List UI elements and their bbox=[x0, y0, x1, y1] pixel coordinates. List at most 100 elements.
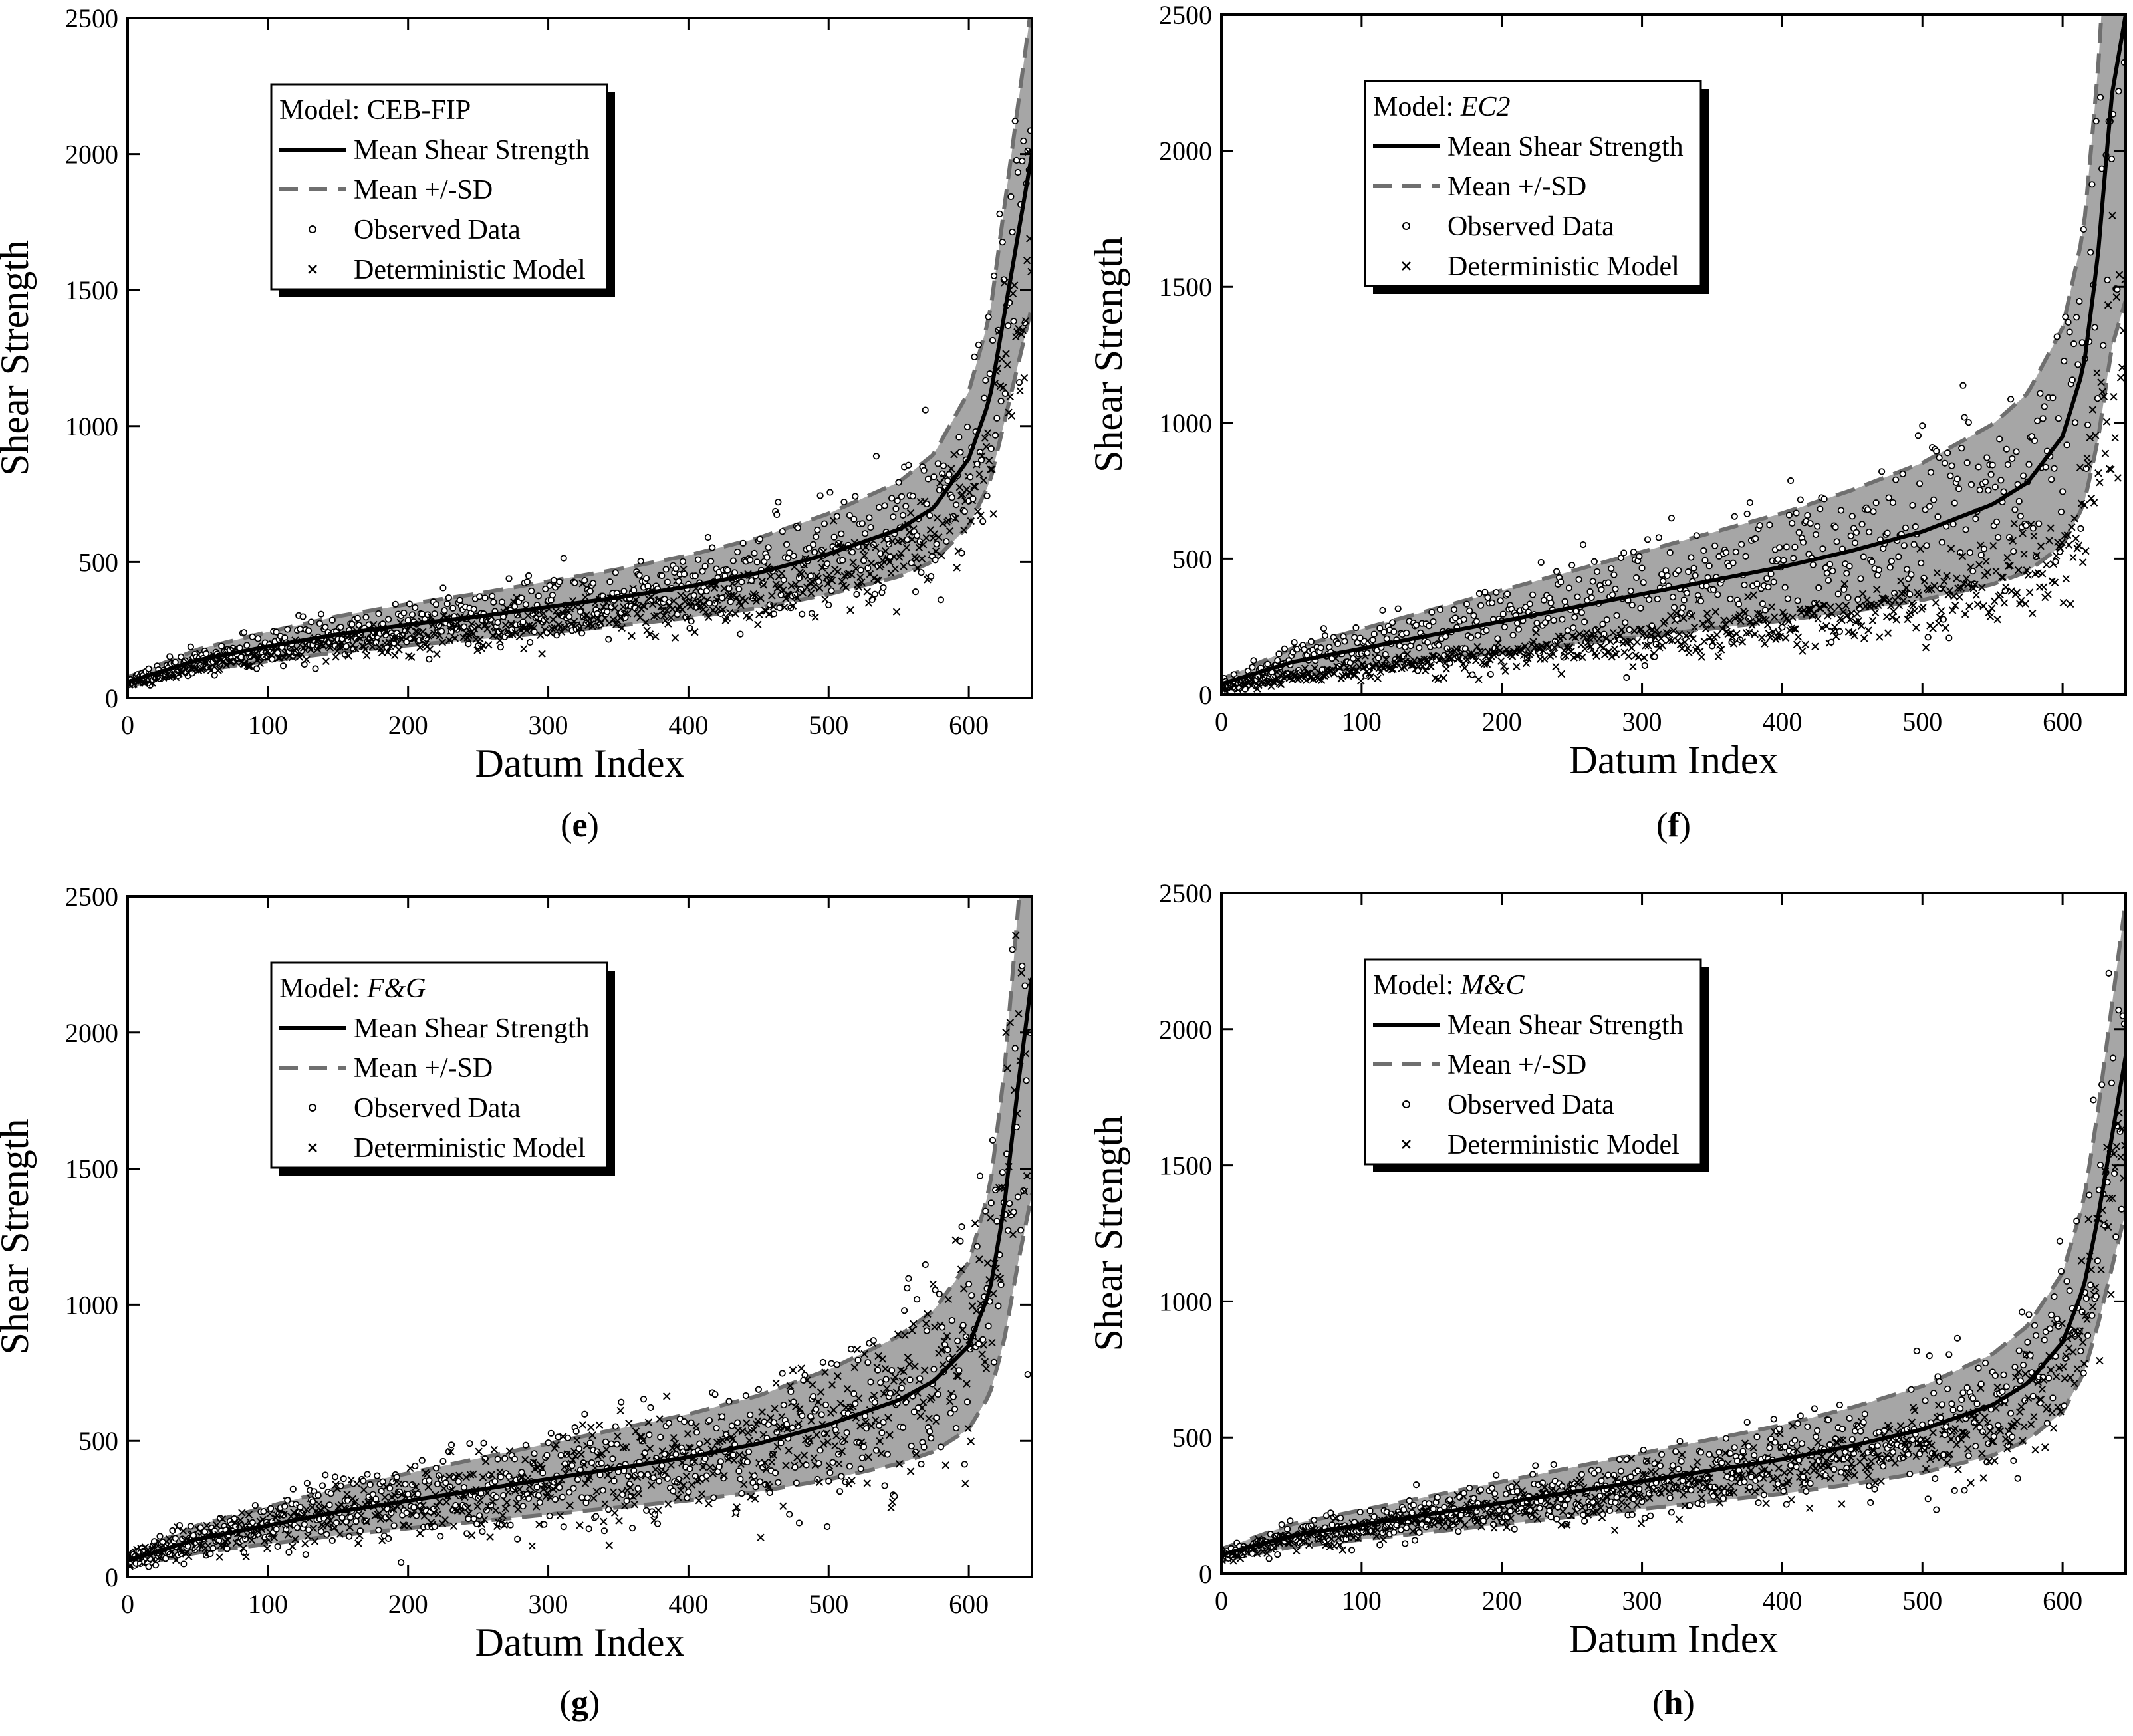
model-point bbox=[1017, 330, 1025, 338]
observed-point bbox=[996, 210, 1003, 217]
observed-point bbox=[990, 1358, 998, 1366]
model-point bbox=[911, 1362, 919, 1370]
model-point bbox=[785, 1446, 793, 1455]
observed-point bbox=[1670, 604, 1678, 611]
model-point bbox=[836, 1400, 844, 1408]
observed-point bbox=[1963, 459, 1971, 467]
observed-point bbox=[1554, 1503, 1562, 1511]
observed-point bbox=[178, 653, 185, 660]
observed-point bbox=[1017, 1227, 1025, 1234]
observed-point bbox=[519, 618, 527, 626]
model-point bbox=[280, 1510, 288, 1519]
model-point bbox=[485, 640, 493, 649]
observed-point bbox=[1557, 578, 1565, 586]
model-point bbox=[405, 1522, 413, 1531]
model-point bbox=[743, 1419, 751, 1427]
x-tick-label: 100 bbox=[1342, 707, 1382, 737]
observed-point bbox=[1623, 674, 1630, 682]
observed-point bbox=[1797, 1412, 1804, 1420]
model-point bbox=[501, 1505, 509, 1513]
observed-point bbox=[2023, 522, 2030, 529]
model-point bbox=[1616, 632, 1624, 640]
observed-point bbox=[1612, 585, 1619, 593]
model-point bbox=[461, 1493, 469, 1501]
legend-observed-swatch bbox=[1402, 222, 1410, 230]
observed-point bbox=[1609, 591, 1616, 598]
model-point bbox=[688, 1481, 696, 1489]
observed-point bbox=[816, 492, 824, 499]
model-point bbox=[1646, 1494, 1654, 1503]
model-point bbox=[922, 534, 930, 542]
observed-point bbox=[979, 1336, 987, 1343]
observed-point bbox=[533, 1483, 541, 1491]
observed-point bbox=[780, 576, 787, 584]
model-point bbox=[939, 519, 947, 528]
observed-point bbox=[734, 1419, 741, 1426]
model-point bbox=[1668, 1467, 1676, 1475]
observed-point bbox=[1402, 1540, 1409, 1547]
model-point bbox=[900, 1367, 908, 1376]
observed-point bbox=[1824, 576, 1832, 584]
model-point bbox=[1015, 324, 1023, 333]
model-point bbox=[623, 610, 632, 618]
observed-point bbox=[1860, 553, 1867, 560]
model-point bbox=[1840, 580, 1848, 588]
legend-entry-label: Mean +/-SD bbox=[1447, 172, 1586, 202]
x-tick-label: 500 bbox=[809, 1589, 848, 1619]
model-point bbox=[218, 1515, 227, 1523]
observed-point bbox=[578, 630, 586, 637]
model-point bbox=[684, 1430, 692, 1438]
observed-point bbox=[973, 1243, 981, 1250]
observed-point bbox=[1009, 946, 1016, 953]
observed-point bbox=[640, 1396, 648, 1403]
observed-point bbox=[1853, 529, 1860, 536]
observed-point bbox=[1666, 1494, 1674, 1501]
model-point bbox=[1876, 633, 1884, 641]
model-point bbox=[1838, 1500, 1846, 1508]
model-point bbox=[475, 1447, 483, 1456]
observed-point bbox=[273, 1525, 280, 1533]
model-point bbox=[1737, 617, 1745, 625]
observed-point bbox=[1836, 1401, 1843, 1409]
model-point bbox=[1933, 569, 1942, 577]
model-point bbox=[609, 1488, 618, 1496]
observed-point bbox=[150, 1538, 158, 1545]
observed-point bbox=[2059, 488, 2067, 495]
observed-point bbox=[253, 665, 261, 672]
observed-point bbox=[1640, 579, 1647, 586]
model-point bbox=[1475, 676, 1483, 683]
observed-point bbox=[1636, 553, 1643, 560]
observed-point bbox=[881, 502, 888, 509]
observed-point bbox=[1463, 600, 1471, 608]
observed-point bbox=[1875, 566, 1882, 574]
observed-point bbox=[299, 613, 307, 620]
model-point bbox=[1420, 655, 1428, 663]
model-point bbox=[1023, 1172, 1031, 1180]
panel-label: (g) bbox=[560, 1684, 600, 1722]
observed-point bbox=[1838, 1426, 1846, 1433]
model-point bbox=[1738, 638, 1747, 646]
observed-point bbox=[1783, 1501, 1790, 1508]
model-point bbox=[938, 551, 945, 560]
observed-point bbox=[566, 1489, 573, 1496]
observed-point bbox=[1718, 1459, 1725, 1467]
model-point bbox=[1500, 662, 1508, 670]
model-point bbox=[787, 582, 796, 590]
observed-point bbox=[691, 572, 699, 580]
model-point bbox=[1871, 608, 1880, 617]
model-point bbox=[1025, 845, 1032, 852]
observed-point bbox=[738, 1489, 745, 1497]
observed-point bbox=[1912, 523, 1919, 531]
observed-point bbox=[1412, 622, 1420, 629]
model-point bbox=[978, 452, 986, 460]
model-point bbox=[891, 1373, 900, 1382]
observed-point bbox=[912, 588, 920, 596]
model-point bbox=[615, 1517, 623, 1525]
observed-point bbox=[439, 584, 447, 592]
model-point bbox=[935, 533, 943, 541]
observed-point bbox=[967, 473, 974, 481]
model-point bbox=[1958, 553, 1967, 560]
model-point bbox=[1002, 1029, 1010, 1037]
model-point bbox=[381, 1493, 389, 1501]
series-points bbox=[128, 117, 1032, 689]
